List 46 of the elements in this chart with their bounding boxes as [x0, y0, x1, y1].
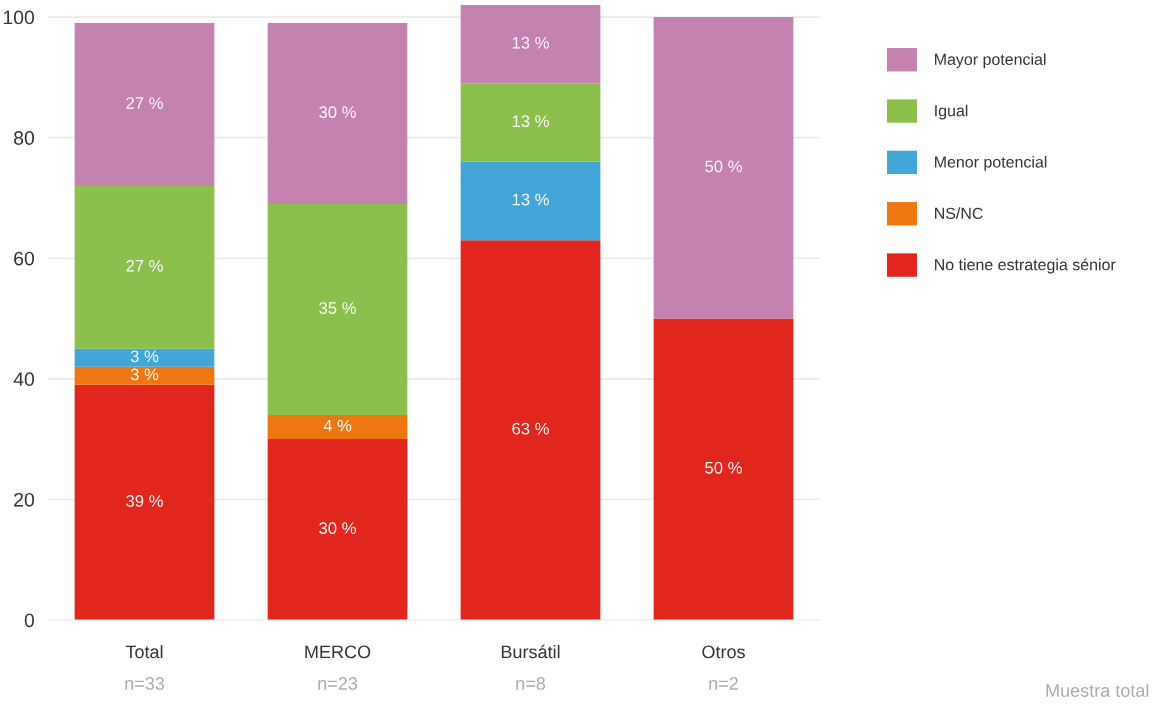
data-label: 63 % — [512, 422, 549, 435]
bar — [74, 366, 215, 385]
data-label: 13 % — [512, 36, 549, 49]
bar — [267, 415, 408, 440]
data-label: 27 % — [126, 259, 163, 272]
data-label: 30 % — [319, 106, 356, 118]
text: Muestra total — [1046, 683, 1149, 697]
data-label: 13 % — [512, 115, 549, 128]
bar — [460, 83, 601, 162]
data-label: 3 % — [130, 350, 159, 363]
bar — [460, 240, 601, 620]
y-tick-label: 100 — [3, 10, 35, 25]
legend-label: Menor potencial — [935, 155, 1047, 171]
category-label: Otros n=2 — [702, 645, 745, 690]
data-label: 27 % — [126, 97, 163, 109]
data-label: 39 % — [126, 495, 163, 507]
data-label: 3 % — [130, 368, 159, 381]
bar — [460, 5, 601, 84]
bar — [74, 23, 215, 186]
bar — [74, 384, 215, 620]
y-tick-label: 40 — [13, 372, 35, 387]
y-tick-label: 80 — [14, 131, 35, 145]
data-label: 30 % — [319, 522, 356, 535]
data-label: 13 % — [512, 193, 549, 206]
legend-label: Igual — [935, 104, 968, 120]
category-label: Bursátil n=8 — [501, 644, 560, 690]
category-label: MERCO n=23 — [305, 645, 371, 690]
bar — [267, 203, 408, 415]
y-tick-label: 20 — [14, 492, 35, 507]
bar — [460, 161, 601, 241]
data-label: 4 % — [323, 419, 352, 432]
bar — [74, 185, 215, 349]
data-label: 35 % — [319, 302, 356, 314]
data-label: 50 % — [705, 461, 742, 474]
y-tick-label: 60 — [14, 251, 35, 266]
legend-label: NS/NC — [935, 207, 983, 220]
bar — [653, 17, 794, 319]
legend-label: No tiene estrategia sénior — [935, 258, 1116, 274]
bar — [74, 348, 215, 367]
y-tick-label: 0 — [24, 613, 35, 628]
data-label: 50 % — [705, 160, 742, 173]
bar — [267, 439, 408, 620]
bar — [653, 318, 794, 620]
bar — [267, 23, 408, 204]
category-label: Total n=33 — [125, 645, 165, 690]
legend-label: Mayor potencial — [935, 53, 1046, 69]
